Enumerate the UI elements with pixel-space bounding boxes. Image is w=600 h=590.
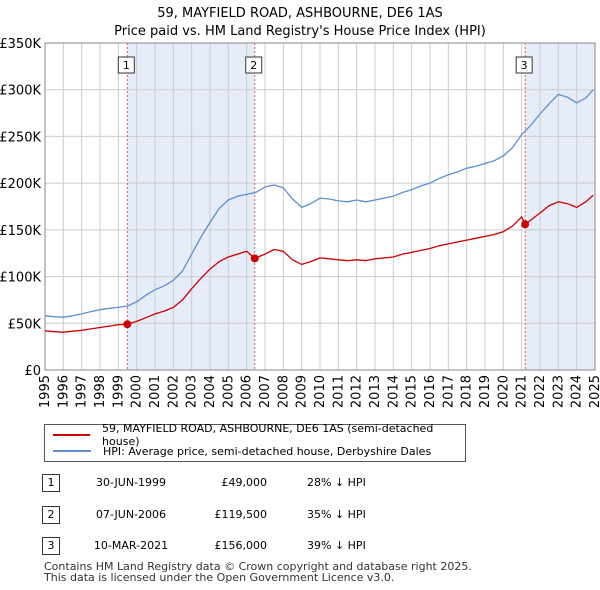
ownership-shading (127, 43, 255, 370)
legend-item-property: 59, MAYFIELD ROAD, ASHBOURNE, DE6 1AS (s… (53, 422, 465, 448)
x-tick-label: 2025 (588, 375, 600, 408)
sale-date: 07-JUN-2006 (95, 508, 167, 521)
sale-marker-badge: 2 (42, 506, 60, 524)
y-tick-label: £150K (0, 224, 41, 239)
sale-date: 10-MAR-2021 (93, 539, 169, 552)
x-tick-label: 2017 (441, 375, 456, 408)
x-tick-label: 2023 (551, 375, 566, 408)
x-tick-label: 2020 (496, 375, 511, 408)
x-tick-label: 2022 (533, 375, 548, 408)
x-tick-label: 2003 (185, 375, 200, 408)
x-tick-label: 2004 (203, 375, 218, 408)
footer-attribution: Contains HM Land Registry data © Crown c… (44, 561, 472, 583)
ownership-shading (525, 43, 595, 370)
x-tick-label: 2001 (148, 375, 163, 408)
property-price-line (44, 194, 594, 333)
x-tick-label: 2005 (221, 375, 236, 408)
sale-marker-box (515, 56, 533, 74)
x-tick-label: 2016 (423, 375, 438, 408)
sale-row: 2 07-JUN-2006 £119,500 35% ↓ HPI (42, 506, 462, 526)
sale-price: £119,500 (214, 508, 268, 521)
x-tick-label: 1999 (111, 375, 126, 408)
legend-label-property: 59, MAYFIELD ROAD, ASHBOURNE, DE6 1AS (s… (102, 422, 434, 448)
x-tick-label: 1995 (38, 375, 53, 408)
x-tick-label: 2019 (478, 375, 493, 408)
y-tick-label: £0 (24, 364, 41, 379)
sale-price: £49,000 (221, 476, 268, 489)
x-tick-label: 2012 (350, 375, 365, 408)
sale-point (521, 220, 530, 229)
y-tick-label: £250K (0, 130, 41, 145)
chart-legend: 59, MAYFIELD ROAD, ASHBOURNE, DE6 1AS (s… (44, 422, 466, 462)
x-tick-label: 2014 (386, 375, 401, 408)
sale-point (123, 320, 132, 329)
y-tick-label: £50K (8, 317, 42, 332)
x-tick-label: 2013 (368, 375, 383, 408)
x-tick-label: 2024 (570, 375, 585, 408)
y-tick-label: £100K (0, 271, 41, 286)
x-tick-label: 2006 (240, 375, 255, 408)
plot-border (44, 42, 596, 371)
chart-title-line1: 59, MAYFIELD ROAD, ASHBOURNE, DE6 1AS (157, 6, 443, 21)
sale-price: £156,000 (214, 539, 268, 552)
x-tick-label: 2011 (331, 375, 346, 408)
x-tick-label: 2007 (258, 375, 273, 408)
sale-hpi-diff: 28% ↓ HPI (307, 476, 366, 489)
hpi-line (44, 89, 594, 318)
x-tick-label: 2009 (295, 375, 310, 408)
footer-line1: Contains HM Land Registry data © Crown c… (44, 560, 472, 573)
sale-point (250, 254, 259, 263)
y-tick-label: £300K (0, 84, 41, 99)
sale-date: 30-JUN-1999 (95, 476, 167, 489)
sale-hpi-diff: 39% ↓ HPI (307, 539, 366, 552)
x-tick-label: 2002 (166, 375, 181, 408)
sale-row: 3 10-MAR-2021 £156,000 39% ↓ HPI (42, 537, 462, 557)
sale-marker-badge: 1 (42, 474, 60, 492)
legend-item-hpi: HPI: Average price, semi-detached house,… (53, 443, 431, 459)
legend-swatch-hpi (53, 450, 91, 452)
y-tick-label: £200K (0, 177, 41, 192)
x-tick-label: 2000 (130, 375, 145, 408)
sale-marker-label: 1 (123, 59, 130, 72)
sale-hpi-diff: 35% ↓ HPI (307, 508, 366, 521)
x-tick-label: 2021 (515, 375, 530, 408)
x-tick-label: 2018 (460, 375, 475, 408)
sale-row: 1 30-JUN-1999 £49,000 28% ↓ HPI (42, 474, 462, 494)
x-tick-label: 2008 (276, 375, 291, 408)
price-chart: 59, MAYFIELD ROAD, ASHBOURNE, DE6 1AS Pr… (0, 6, 600, 408)
sale-marker-label: 3 (521, 59, 528, 72)
legend-swatch-property (53, 434, 91, 436)
chart-title-line2: Price paid vs. HM Land Registry's House … (114, 24, 486, 39)
x-tick-label: 2010 (313, 375, 328, 408)
sale-marker-box (117, 56, 135, 74)
legend-label-hpi: HPI: Average price, semi-detached house,… (103, 444, 432, 458)
sale-marker-label: 2 (250, 59, 257, 72)
x-tick-label: 2015 (405, 375, 420, 408)
x-tick-label: 1998 (93, 375, 108, 408)
sale-marker-badge: 3 (42, 537, 60, 555)
y-tick-label: £350K (0, 37, 41, 52)
sale-marker-box (245, 56, 263, 74)
x-tick-label: 1996 (56, 375, 71, 408)
footer-line2: This data is licensed under the Open Gov… (44, 571, 395, 584)
x-tick-label: 1997 (75, 375, 90, 408)
